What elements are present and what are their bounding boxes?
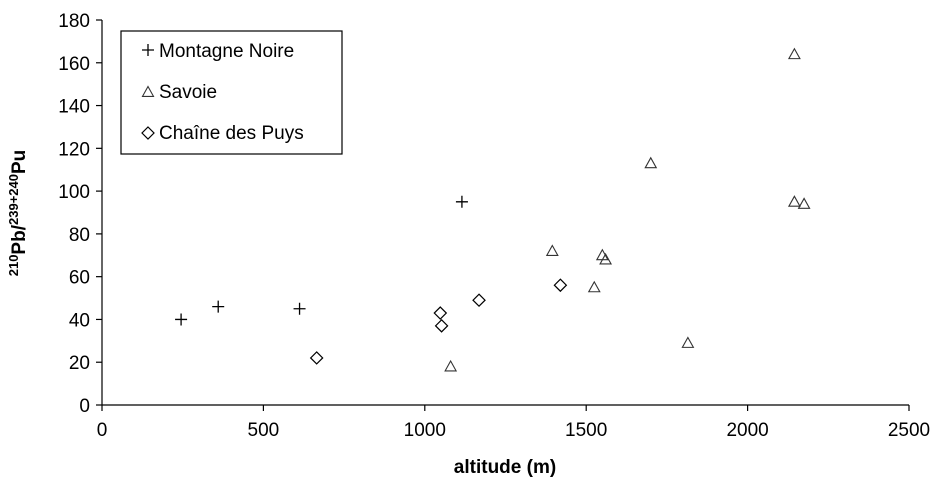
data-point-diamond (472, 293, 486, 308)
y-tick-label: 20 (69, 353, 90, 374)
legend-label-chaine-des-puys: Chaîne des Puys (159, 123, 304, 144)
data-point-diamond (433, 306, 448, 320)
legend-label-montagne-noire: Montagne Noire (159, 41, 294, 62)
legend: Montagne Noire Savoie Chaîne des Puys (120, 30, 343, 155)
x-tick-label: 1000 (404, 420, 446, 441)
legend-marker-triangle (141, 85, 155, 97)
data-point-diamond (434, 319, 449, 333)
y-tick-label: 120 (58, 139, 90, 160)
data-point-plus (212, 300, 225, 313)
data-point-plus (175, 313, 188, 326)
data-points (175, 47, 811, 372)
x-tick-label: 0 (97, 420, 108, 441)
y-tick-label: 60 (69, 268, 90, 289)
data-point-triangle (681, 336, 695, 348)
legend-label-savoie: Savoie (159, 82, 217, 103)
y-axis-title-sup1: 210 (6, 255, 21, 277)
x-tick-label: 500 (248, 420, 280, 441)
legend-box (120, 30, 343, 155)
legend-markers (141, 44, 155, 140)
data-point-triangle (787, 195, 801, 207)
legend-marker-plus (142, 44, 154, 56)
y-tick-label: 80 (69, 225, 90, 246)
y-tick-label: 180 (58, 11, 90, 32)
legend-marker-diamond (141, 126, 155, 140)
y-tick-label: 40 (69, 310, 90, 331)
x-tick-label: 2000 (726, 420, 768, 441)
data-point-triangle (644, 156, 658, 169)
x-tick-label: 1500 (565, 420, 607, 441)
y-axis-title: 210Pb/239+240Pu (6, 150, 31, 277)
data-point-triangle (444, 359, 458, 372)
y-axis-title-main2: Pu (9, 150, 30, 174)
data-point-triangle (599, 252, 613, 265)
plot-area (101, 20, 909, 406)
data-point-triangle (787, 47, 801, 60)
data-point-triangle (797, 197, 811, 209)
y-axis: 0 20 40 60 80 100 120 140 160 180 (58, 11, 102, 417)
y-axis-title-main1: Pb/ (9, 224, 30, 254)
x-axis: 0 500 1000 1500 2000 2500 (97, 405, 930, 441)
x-axis-title: altitude (m) (454, 457, 556, 478)
y-tick-label: 140 (58, 97, 90, 118)
data-point-diamond (309, 351, 324, 365)
x-tick-label: 2500 (888, 420, 930, 441)
y-tick-label: 100 (58, 182, 90, 203)
data-point-plus (293, 302, 306, 315)
y-tick-label: 0 (79, 396, 90, 417)
data-point-triangle (545, 244, 559, 256)
data-point-triangle (587, 280, 601, 293)
data-point-plus (455, 195, 468, 208)
data-point-diamond (553, 278, 568, 293)
y-axis-title-sup2: 239+240 (6, 174, 21, 225)
y-tick-label: 160 (58, 54, 90, 75)
